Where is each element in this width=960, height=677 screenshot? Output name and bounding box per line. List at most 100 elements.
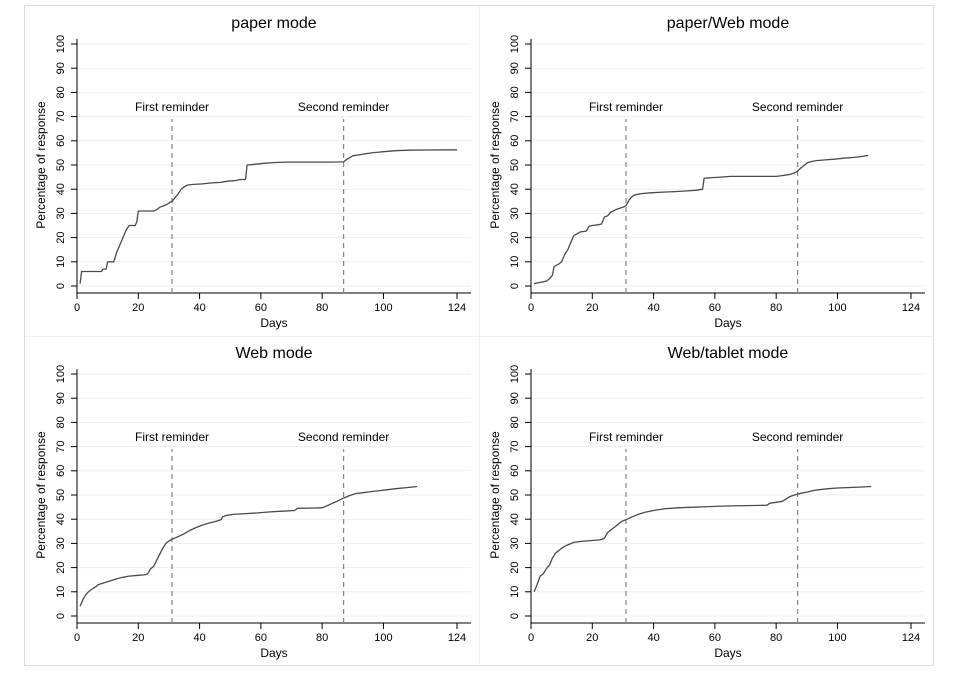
- y-tick-label: 90: [55, 62, 67, 74]
- y-tick-label: 50: [509, 489, 521, 501]
- y-tick-label: 50: [509, 159, 521, 171]
- chart-title: paper mode: [231, 15, 316, 32]
- y-tick-label: 90: [55, 392, 67, 404]
- response-curve: [79, 485, 418, 607]
- reminder-label: Second reminder: [752, 430, 843, 444]
- response-curve: [533, 485, 872, 593]
- x-tick-label: 20: [132, 302, 144, 314]
- chart-title: paper/Web mode: [667, 15, 790, 32]
- x-tick-label: 40: [647, 302, 659, 314]
- panel-divider-horizontal: [25, 336, 933, 337]
- x-tick-label: 0: [74, 302, 80, 314]
- reminder-label: First reminder: [135, 430, 209, 444]
- x-tick-label: 80: [770, 302, 782, 314]
- reminder-label: Second reminder: [298, 100, 389, 114]
- y-tick-label: 40: [55, 513, 67, 525]
- reminder-label: Second reminder: [298, 430, 389, 444]
- y-tick-label: 0: [509, 283, 521, 289]
- y-axis-title: Percentage of response: [488, 431, 502, 559]
- x-tick-label: 80: [316, 302, 328, 314]
- chart-title: Web mode: [235, 345, 312, 362]
- x-tick-label: 124: [448, 632, 466, 644]
- x-tick-label: 80: [316, 632, 328, 644]
- y-tick-label: 30: [55, 207, 67, 219]
- x-tick-label: 0: [528, 302, 534, 314]
- y-tick-label: 0: [55, 613, 67, 619]
- y-tick-label: 60: [509, 135, 521, 147]
- y-tick-label: 50: [55, 159, 67, 171]
- y-tick-label: 20: [509, 561, 521, 573]
- chart-paper-mode: 0 10 20 30 40 50 60 70 80 90 100 0 20 40 60 80 100 124 Day…: [34, 15, 471, 330]
- y-tick-label: 80: [55, 416, 67, 428]
- y-tick-label: 20: [509, 231, 521, 243]
- y-tick-label: 70: [509, 440, 521, 452]
- x-tick-label: 40: [193, 632, 205, 644]
- response-curve: [533, 154, 869, 285]
- figure: 0 10 20 30 40 50 60 70 80 90 100 0 20 40 60 80 100 124 Day…: [24, 5, 934, 666]
- response-curve: [79, 149, 458, 284]
- y-tick-label: 10: [55, 256, 67, 268]
- chart-title: Web/tablet mode: [668, 345, 789, 362]
- y-tick-label: 70: [509, 110, 521, 122]
- x-tick-label: 0: [74, 632, 80, 644]
- y-tick-label: 100: [509, 365, 521, 383]
- y-tick-label: 70: [55, 440, 67, 452]
- y-tick-label: 100: [509, 35, 521, 53]
- reminder-label: First reminder: [589, 430, 663, 444]
- x-tick-label: 80: [770, 632, 782, 644]
- x-tick-label: 124: [902, 302, 920, 314]
- x-tick-label: 20: [586, 632, 598, 644]
- y-tick-label: 40: [509, 513, 521, 525]
- x-tick-label: 0: [528, 632, 534, 644]
- x-tick-label: 100: [828, 632, 846, 644]
- x-tick-label: 100: [828, 302, 846, 314]
- reminder-label: First reminder: [135, 100, 209, 114]
- y-tick-label: 30: [509, 537, 521, 549]
- y-tick-label: 10: [55, 586, 67, 598]
- y-tick-label: 60: [55, 135, 67, 147]
- x-tick-label: 40: [647, 632, 659, 644]
- y-axis-title: Percentage of response: [488, 101, 502, 229]
- panel-paper-mode: 0 10 20 30 40 50 60 70 80 90 100 0 20 40 60 80 100 124 Day…: [25, 6, 479, 335]
- x-axis-title: Days: [260, 316, 287, 330]
- x-axis-title: Days: [714, 316, 741, 330]
- x-tick-label: 60: [709, 632, 721, 644]
- y-tick-label: 90: [509, 392, 521, 404]
- y-tick-label: 30: [55, 537, 67, 549]
- y-axis-title: Percentage of response: [34, 101, 48, 229]
- y-tick-label: 80: [509, 86, 521, 98]
- x-tick-label: 20: [586, 302, 598, 314]
- y-tick-label: 90: [509, 62, 521, 74]
- panel-divider-vertical: [479, 6, 480, 665]
- y-tick-label: 80: [509, 416, 521, 428]
- chart-web-tablet-mode: 0 10 20 30 40 50 60 70 80 90 100 0 20 40 60 80 100 124 Day…: [488, 345, 925, 660]
- chart-paper-web-mode: 0 10 20 30 40 50 60 70 80 90 100 0 20 40 60 80 100 124 Day…: [488, 15, 925, 330]
- y-tick-label: 30: [509, 207, 521, 219]
- y-tick-label: 40: [509, 183, 521, 195]
- y-tick-label: 40: [55, 183, 67, 195]
- chart-web-mode: 0 10 20 30 40 50 60 70 80 90 100 0 20 40 60 80 100 124 Day…: [34, 345, 471, 660]
- y-tick-label: 0: [509, 613, 521, 619]
- x-tick-label: 60: [255, 632, 267, 644]
- y-tick-label: 10: [509, 586, 521, 598]
- x-tick-label: 100: [374, 302, 392, 314]
- y-axis-title: Percentage of response: [34, 431, 48, 559]
- y-tick-label: 70: [55, 110, 67, 122]
- y-tick-label: 100: [55, 365, 67, 383]
- y-tick-label: 60: [55, 465, 67, 477]
- x-tick-label: 60: [709, 302, 721, 314]
- x-axis-title: Days: [714, 646, 741, 660]
- y-tick-label: 20: [55, 231, 67, 243]
- panel-web-mode: 0 10 20 30 40 50 60 70 80 90 100 0 20 40 60 80 100 124 Day…: [25, 336, 479, 665]
- x-tick-label: 100: [374, 632, 392, 644]
- y-tick-label: 10: [509, 256, 521, 268]
- panel-paper-web-mode: 0 10 20 30 40 50 60 70 80 90 100 0 20 40 60 80 100 124 Day…: [479, 6, 933, 335]
- y-tick-label: 0: [55, 283, 67, 289]
- y-tick-label: 50: [55, 489, 67, 501]
- x-tick-label: 20: [132, 632, 144, 644]
- x-tick-label: 40: [193, 302, 205, 314]
- y-tick-label: 20: [55, 561, 67, 573]
- y-tick-label: 100: [55, 35, 67, 53]
- y-tick-label: 60: [509, 465, 521, 477]
- panel-web-tablet-mode: 0 10 20 30 40 50 60 70 80 90 100 0 20 40 60 80 100 124 Day…: [479, 336, 933, 665]
